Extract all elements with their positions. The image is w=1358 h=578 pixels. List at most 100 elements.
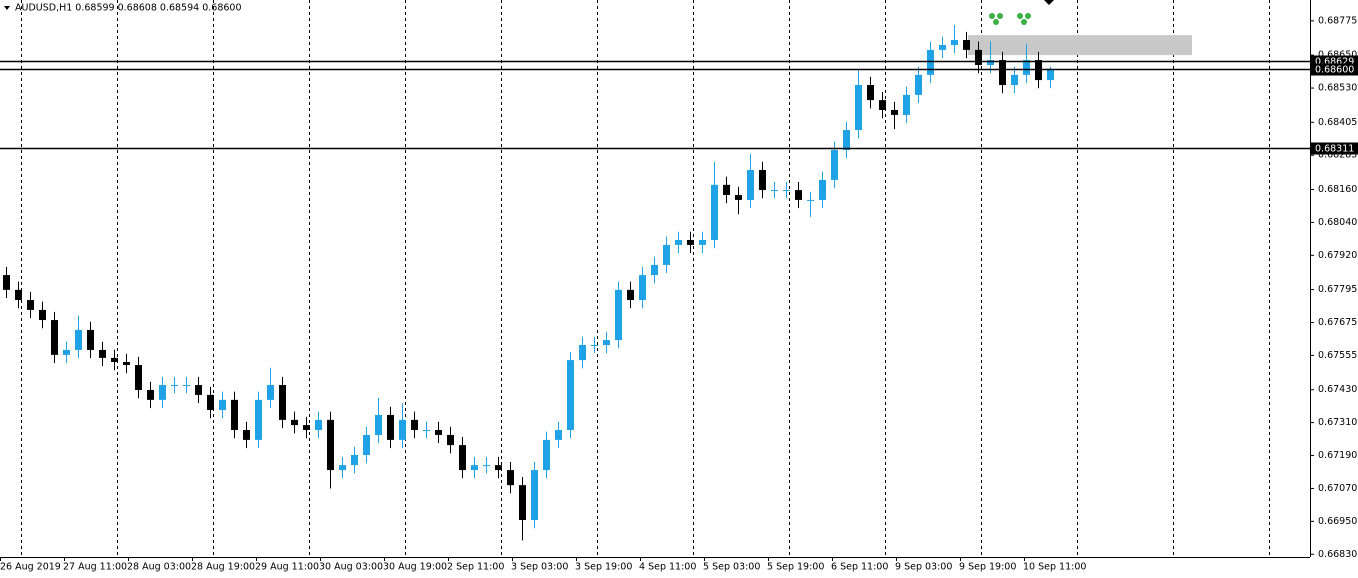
candle-body — [519, 485, 526, 520]
candle-body — [915, 74, 922, 95]
candle-body — [495, 465, 502, 471]
candle-body — [579, 345, 586, 361]
candle-body — [207, 394, 214, 411]
candle-body — [675, 239, 682, 245]
y-tick-label: 0.67310 — [1318, 417, 1357, 428]
candle-body — [123, 362, 130, 366]
x-tick-label: 6 Sep 11:00 — [831, 562, 888, 573]
candle-body — [555, 430, 562, 440]
candle-body — [195, 385, 202, 395]
y-tick-label: 0.68530 — [1318, 83, 1357, 94]
overlay: 0.68775 0.68650 0.68530 0.68405 0.68285 0.681… — [0, 15, 1358, 573]
candle-body — [927, 49, 934, 75]
candle-body — [63, 349, 70, 355]
candle-body — [843, 129, 850, 151]
x-tick-label: 5 Sep 19:00 — [767, 562, 824, 573]
candle-body — [591, 345, 598, 347]
y-tick-label: 0.67555 — [1318, 350, 1357, 361]
candle-body — [339, 465, 346, 471]
x-tick-label: 9 Sep 03:00 — [895, 562, 952, 573]
x-tick-label: 9 Sep 19:00 — [959, 562, 1016, 573]
candle-body — [879, 100, 886, 110]
day-separators — [21, 0, 1270, 557]
candle-body — [99, 349, 106, 358]
y-tick-label: 0.67190 — [1318, 450, 1357, 461]
x-tick-label: 4 Sep 11:00 — [639, 562, 696, 573]
y-tick-label: 0.68775 — [1318, 15, 1357, 26]
x-tick-label: 2 Sep 11:00 — [447, 562, 504, 573]
candle-body — [975, 49, 982, 65]
candle-body — [267, 385, 274, 400]
candle-body — [663, 244, 670, 265]
candle-body — [351, 454, 358, 466]
x-tick-label: 27 Aug 11:00 — [63, 562, 127, 573]
candle-body — [939, 44, 946, 50]
y-tick-label: 0.68285 — [1318, 150, 1357, 161]
candle-body — [903, 94, 910, 115]
candle-body — [27, 300, 34, 310]
x-tick-label: 29 Aug 11:00 — [255, 562, 319, 573]
candle-body — [567, 360, 574, 431]
x-tick-label: 26 Aug 2019 — [0, 562, 61, 573]
candle-body — [759, 170, 766, 191]
candle-body — [327, 419, 334, 471]
candle-body — [867, 85, 874, 101]
candle-body — [435, 430, 442, 435]
candle-body — [75, 329, 82, 350]
candle-body — [951, 40, 958, 45]
candle-body — [111, 357, 118, 363]
candle-body — [423, 430, 430, 432]
candle-body — [399, 419, 406, 440]
candle-body — [1011, 74, 1018, 86]
candle-body — [783, 190, 790, 192]
y-tick-label: 0.67070 — [1318, 483, 1357, 494]
candle-body — [219, 399, 226, 411]
candle-body — [651, 264, 658, 276]
candle-body — [363, 434, 370, 455]
candle-body — [279, 385, 286, 420]
candle-body — [291, 419, 298, 426]
candle-body — [231, 399, 238, 431]
candle-body — [15, 289, 22, 301]
candle-body — [39, 309, 46, 321]
x-tick-label: 3 Sep 03:00 — [511, 562, 568, 573]
candle-body — [531, 470, 538, 520]
candle-body — [639, 275, 646, 301]
clover-icon — [989, 13, 1003, 25]
x-tick-label: 28 Aug 03:00 — [127, 562, 191, 573]
candle-body — [711, 184, 718, 240]
candle-body — [243, 430, 250, 440]
candle-body — [3, 275, 10, 290]
candle-body — [723, 184, 730, 195]
candle-body — [999, 60, 1006, 86]
x-tick-label: 3 Sep 19:00 — [575, 562, 632, 573]
candle-body — [699, 239, 706, 245]
x-tick-label: 30 Aug 03:00 — [319, 562, 383, 573]
candle-body — [483, 465, 490, 467]
price-label: 0.68629 — [1315, 57, 1354, 68]
y-tick-label: 0.68160 — [1318, 184, 1357, 195]
y-tick-label: 0.68650 — [1318, 50, 1357, 61]
candle-body — [459, 445, 466, 471]
candle-body — [687, 239, 694, 245]
candle-body — [303, 425, 310, 431]
candle-body — [855, 85, 862, 130]
candle-body — [159, 385, 166, 400]
candle-body — [891, 109, 898, 115]
dropdown-arrow[interactable] — [4, 6, 10, 10]
candle-body — [747, 170, 754, 200]
y-tick-label: 0.67675 — [1318, 317, 1357, 328]
y-tick-label: 0.67920 — [1318, 250, 1357, 261]
price-label-box — [1311, 63, 1358, 76]
candle-body — [543, 439, 550, 471]
y-tick-label: 0.66950 — [1318, 516, 1357, 527]
candle-body — [411, 419, 418, 431]
candle-body — [987, 60, 994, 65]
candle-body — [183, 385, 190, 387]
y-tick-label: 0.67795 — [1318, 284, 1357, 295]
clover-icon — [1017, 13, 1031, 25]
candle-body — [831, 150, 838, 180]
x-tick-label: 5 Sep 03:00 — [703, 562, 760, 573]
